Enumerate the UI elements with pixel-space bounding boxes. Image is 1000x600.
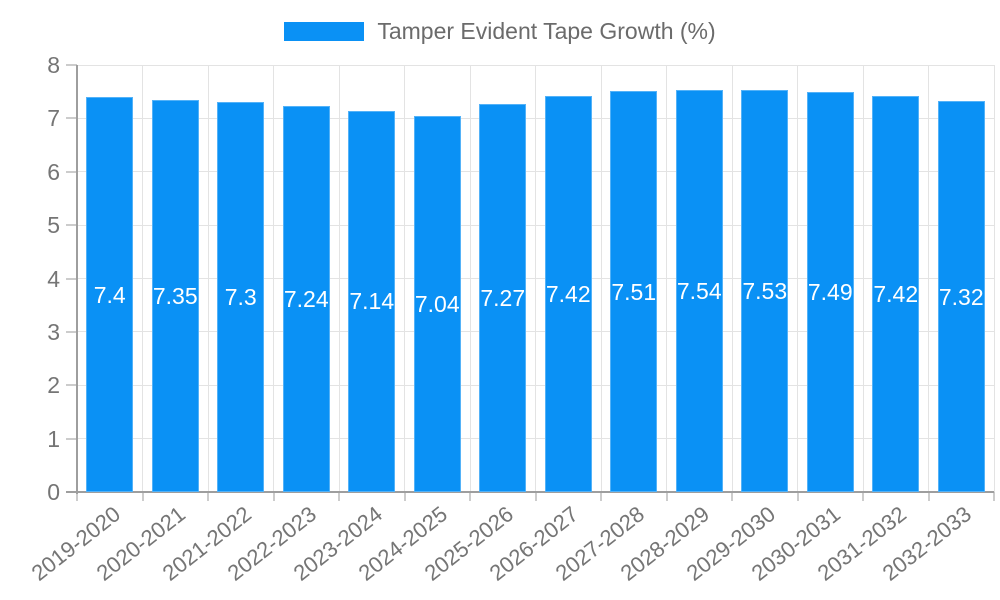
bar [217, 102, 265, 492]
y-tick-label: 5 [47, 212, 60, 239]
y-tick [66, 277, 77, 280]
gridline-v [142, 65, 143, 492]
bar-value-label: 7.49 [807, 279, 853, 306]
bar-value-label: 7.42 [873, 280, 919, 307]
bar [806, 92, 854, 492]
gridline-v [338, 65, 340, 492]
y-tick [66, 117, 77, 120]
y-tick-label: 8 [47, 52, 60, 78]
legend-item[interactable]: Tamper Evident Tape Growth (%) [284, 18, 716, 45]
x-axis-line [66, 491, 994, 493]
gridline-v [404, 65, 405, 492]
x-tick [141, 492, 144, 501]
gridline-v [862, 65, 864, 492]
gridline-v [273, 65, 274, 492]
x-tick [76, 492, 78, 501]
y-tick [66, 437, 77, 440]
bar-value-label: 7.14 [349, 288, 395, 315]
y-tick-label: 3 [47, 318, 60, 345]
bar [610, 91, 658, 492]
bar [86, 97, 134, 492]
y-tick [66, 330, 77, 333]
bar-value-label: 7.24 [283, 285, 329, 312]
gridline-v [600, 65, 602, 492]
bar [348, 110, 396, 492]
x-tick [862, 492, 864, 501]
bar [544, 95, 592, 492]
y-tick-label: 0 [47, 479, 60, 505]
chart-legend: Tamper Evident Tape Growth (%) [0, 18, 1000, 45]
bar-value-label: 7.32 [938, 283, 984, 310]
bar-value-label: 7.53 [742, 278, 788, 305]
bar-value-label: 7.27 [480, 284, 526, 311]
gridline-v [666, 65, 667, 492]
x-tick [403, 492, 406, 501]
gridline-v [993, 65, 995, 492]
bar-value-label: 7.35 [152, 282, 198, 309]
gridline-v [469, 65, 471, 492]
x-tick [600, 492, 602, 501]
bar [675, 89, 723, 492]
bar [151, 99, 199, 492]
y-tick [66, 224, 77, 227]
bar-value-label: 7.4 [93, 281, 126, 308]
bar [937, 101, 985, 492]
x-tick [534, 492, 537, 501]
x-tick [207, 492, 209, 501]
y-tick-label: 4 [47, 265, 60, 292]
y-tick [66, 384, 77, 387]
bar-value-label: 7.42 [545, 280, 591, 307]
gridline-v [928, 65, 929, 492]
x-tick [796, 492, 799, 501]
x-tick [993, 492, 995, 501]
y-tick-label: 6 [47, 158, 60, 185]
y-tick-label: 7 [47, 105, 60, 132]
bar [479, 103, 527, 492]
x-tick [469, 492, 471, 501]
y-axis-line [76, 65, 78, 494]
bar-value-label: 7.54 [676, 277, 722, 304]
legend-label: Tamper Evident Tape Growth (%) [377, 18, 716, 44]
x-tick [731, 492, 733, 501]
gridline-v [535, 65, 536, 492]
y-tick [66, 64, 77, 66]
bar-value-label: 7.04 [414, 291, 460, 318]
x-tick [927, 492, 930, 501]
x-tick [665, 492, 668, 501]
y-tick-label: 1 [47, 425, 60, 452]
bar-value-label: 7.3 [224, 284, 257, 311]
gridline-v [207, 65, 209, 492]
x-tick [338, 492, 340, 501]
bar-value-label: 7.51 [611, 278, 657, 305]
gridline-v [731, 65, 733, 492]
bar [413, 116, 461, 492]
bar [741, 90, 789, 492]
bar [282, 105, 330, 492]
legend-swatch [284, 22, 365, 41]
x-tick [272, 492, 275, 501]
gridline-v [797, 65, 798, 492]
bar [872, 95, 920, 492]
y-tick-label: 2 [47, 372, 60, 399]
y-tick [66, 170, 77, 173]
